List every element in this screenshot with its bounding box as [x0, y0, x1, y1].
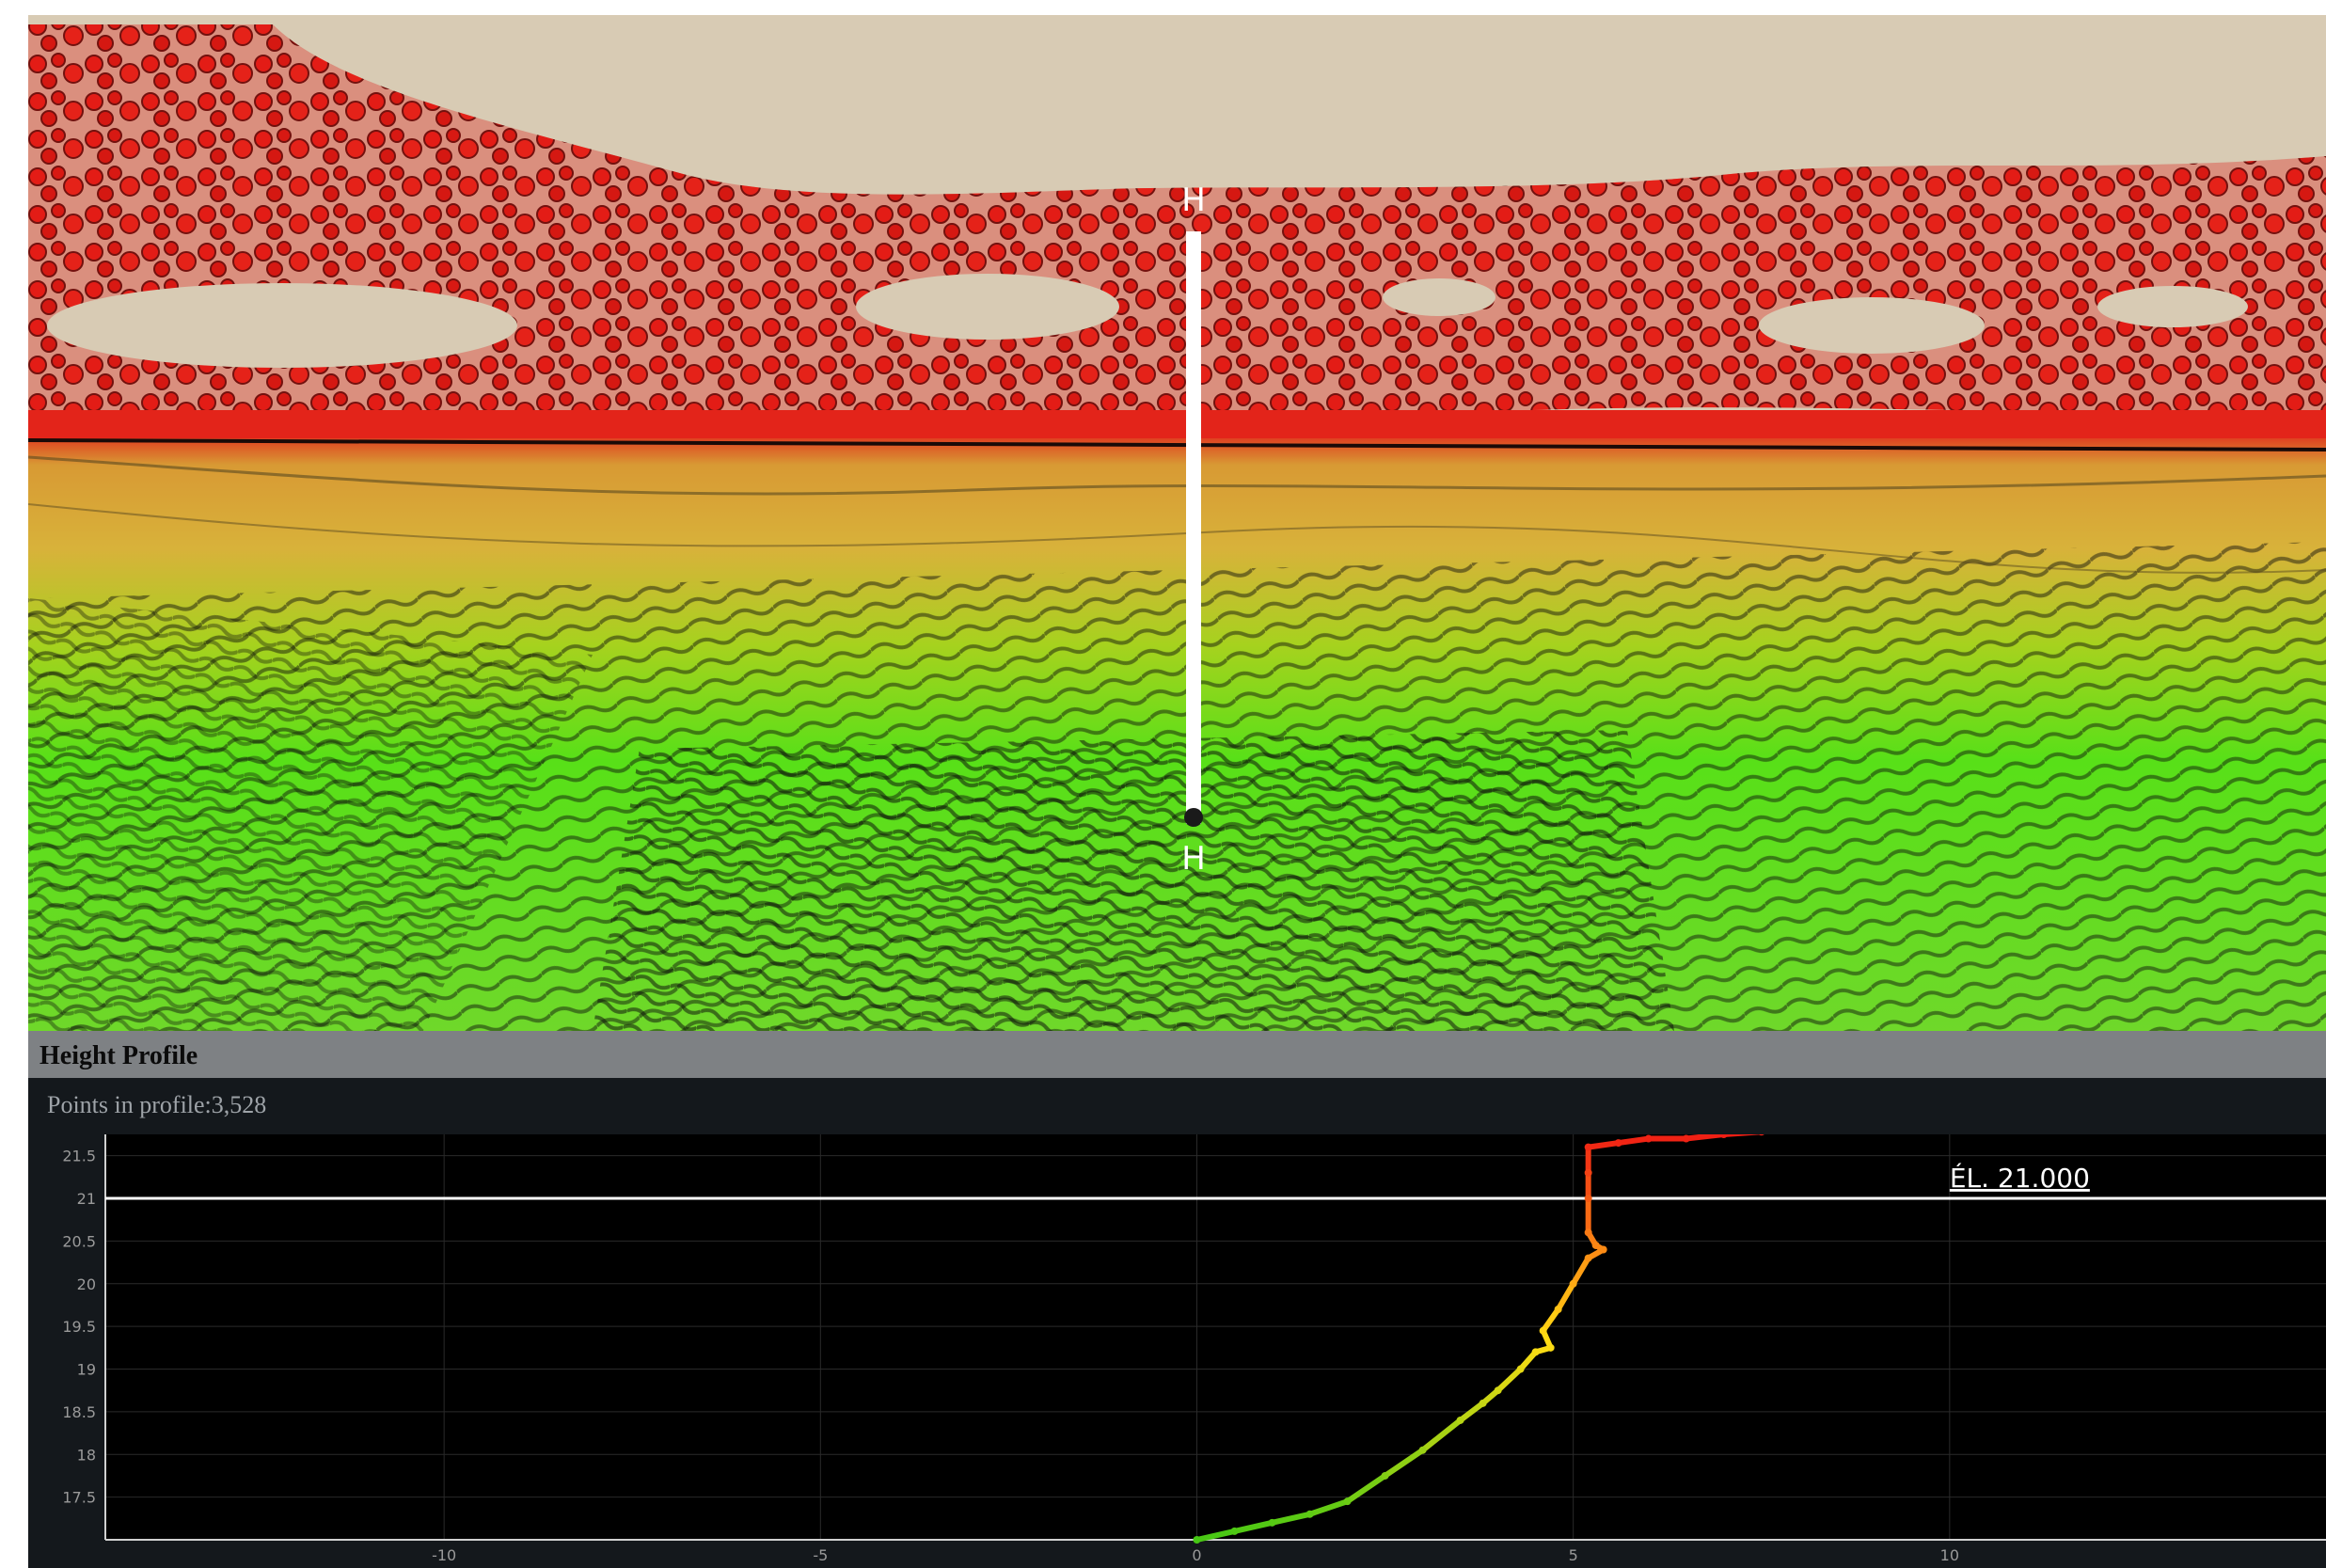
y-tick-label: 17.5: [62, 1489, 96, 1507]
profile-panel: Points in profile:3,528 17.5 18 18.5 19 19.5…: [28, 1078, 2326, 1568]
profile-point: [1584, 1254, 1592, 1262]
profile-point: [1193, 1536, 1201, 1544]
x-tick-label: 10: [1940, 1546, 1959, 1564]
points-label: Points in profile:: [47, 1091, 212, 1118]
section-marker-bottom[interactable]: H: [1181, 840, 1206, 878]
profile-point: [1569, 1279, 1577, 1288]
profile-panel-header: Height Profile: [28, 1031, 2326, 1078]
profile-point: [1539, 1326, 1547, 1335]
y-tick-label: 20.5: [62, 1232, 96, 1250]
profile-point: [1614, 1139, 1622, 1148]
profile-point: [1719, 1134, 1728, 1138]
points-count: 3,528: [211, 1091, 267, 1118]
profile-segment: [1382, 1447, 1426, 1479]
point-cloud-view[interactable]: H H: [28, 15, 2326, 1031]
height-profile-plot[interactable]: 17.5 18 18.5 19 19.5 20 20.5 21 21.5 -10 -5 0 5 10 ÉL.…: [28, 1134, 2326, 1568]
profile-point: [1584, 1228, 1592, 1237]
profile-point: [1644, 1134, 1653, 1143]
profile-segment: [1540, 1307, 1561, 1334]
profile-point: [1305, 1510, 1314, 1518]
profile-point: [1456, 1416, 1464, 1424]
profile-segment: [1615, 1135, 1652, 1147]
profile-segment: [1194, 1528, 1238, 1543]
profile-point: [1591, 1241, 1600, 1249]
profile-point: [1584, 1195, 1592, 1203]
profile-segment: [1231, 1519, 1275, 1534]
y-tick-label: 21.5: [62, 1148, 96, 1165]
profile-point: [1516, 1365, 1525, 1373]
profile-point: [1381, 1471, 1389, 1480]
x-tick-label: 5: [1569, 1546, 1578, 1564]
profile-segment: [1344, 1472, 1388, 1505]
x-tick-label: -5: [813, 1546, 828, 1564]
profile-segment: [1269, 1511, 1313, 1526]
profile-point: [1546, 1343, 1555, 1352]
profile-point: [1682, 1134, 1690, 1143]
section-marker-top[interactable]: H: [1181, 182, 1206, 219]
y-tick-label: 19: [77, 1361, 96, 1379]
profile-segment: [1683, 1134, 1727, 1142]
profile-segment: [1419, 1417, 1464, 1453]
profile-segment: [1495, 1366, 1524, 1394]
profile-segment: [1457, 1400, 1486, 1423]
profile-title: Height Profile: [40, 1041, 198, 1070]
profile-segment: [1517, 1349, 1539, 1372]
profile-chart[interactable]: 17.5 18 18.5 19 19.5 20 20.5 21 21.5 -10 -5 0 5 10 ÉL.…: [28, 1134, 2326, 1568]
profile-point: [1531, 1348, 1540, 1356]
profile-point: [1494, 1386, 1502, 1395]
profile-point: [1479, 1399, 1487, 1407]
profile-point: [1758, 1134, 1764, 1136]
profile-point: [1584, 1168, 1592, 1177]
profile-point: [1584, 1143, 1592, 1151]
x-tick-label: 0: [1192, 1546, 1201, 1564]
y-tick-label: 21: [77, 1190, 96, 1208]
profile-point: [1418, 1446, 1427, 1454]
plot-area: [105, 1134, 2326, 1540]
profile-point: [1230, 1527, 1239, 1535]
elevation-annotation: ÉL. 21.000: [1950, 1162, 2090, 1194]
x-tick-label: -10: [432, 1546, 456, 1564]
point-cloud-canvas[interactable]: H H: [28, 15, 2326, 1031]
profile-segment: [1585, 1140, 1622, 1150]
profile-point: [1599, 1245, 1607, 1254]
profile-segment: [1306, 1498, 1351, 1517]
profile-point: [1343, 1497, 1352, 1506]
profile-point: [1554, 1306, 1562, 1314]
app-window: H H Height Profile Points in profile:3,5…: [28, 15, 2326, 1568]
y-tick-label: 18.5: [62, 1403, 96, 1421]
profile-segment: [1555, 1280, 1576, 1313]
y-tick-label: 20: [77, 1275, 96, 1293]
profile-point: [1268, 1518, 1276, 1527]
section-line[interactable]: [1186, 231, 1201, 824]
y-tick-label: 18: [77, 1446, 96, 1464]
profile-segment: [1570, 1255, 1591, 1287]
y-tick-label: 19.5: [62, 1318, 96, 1336]
points-in-profile: Points in profile:3,528: [47, 1091, 266, 1119]
